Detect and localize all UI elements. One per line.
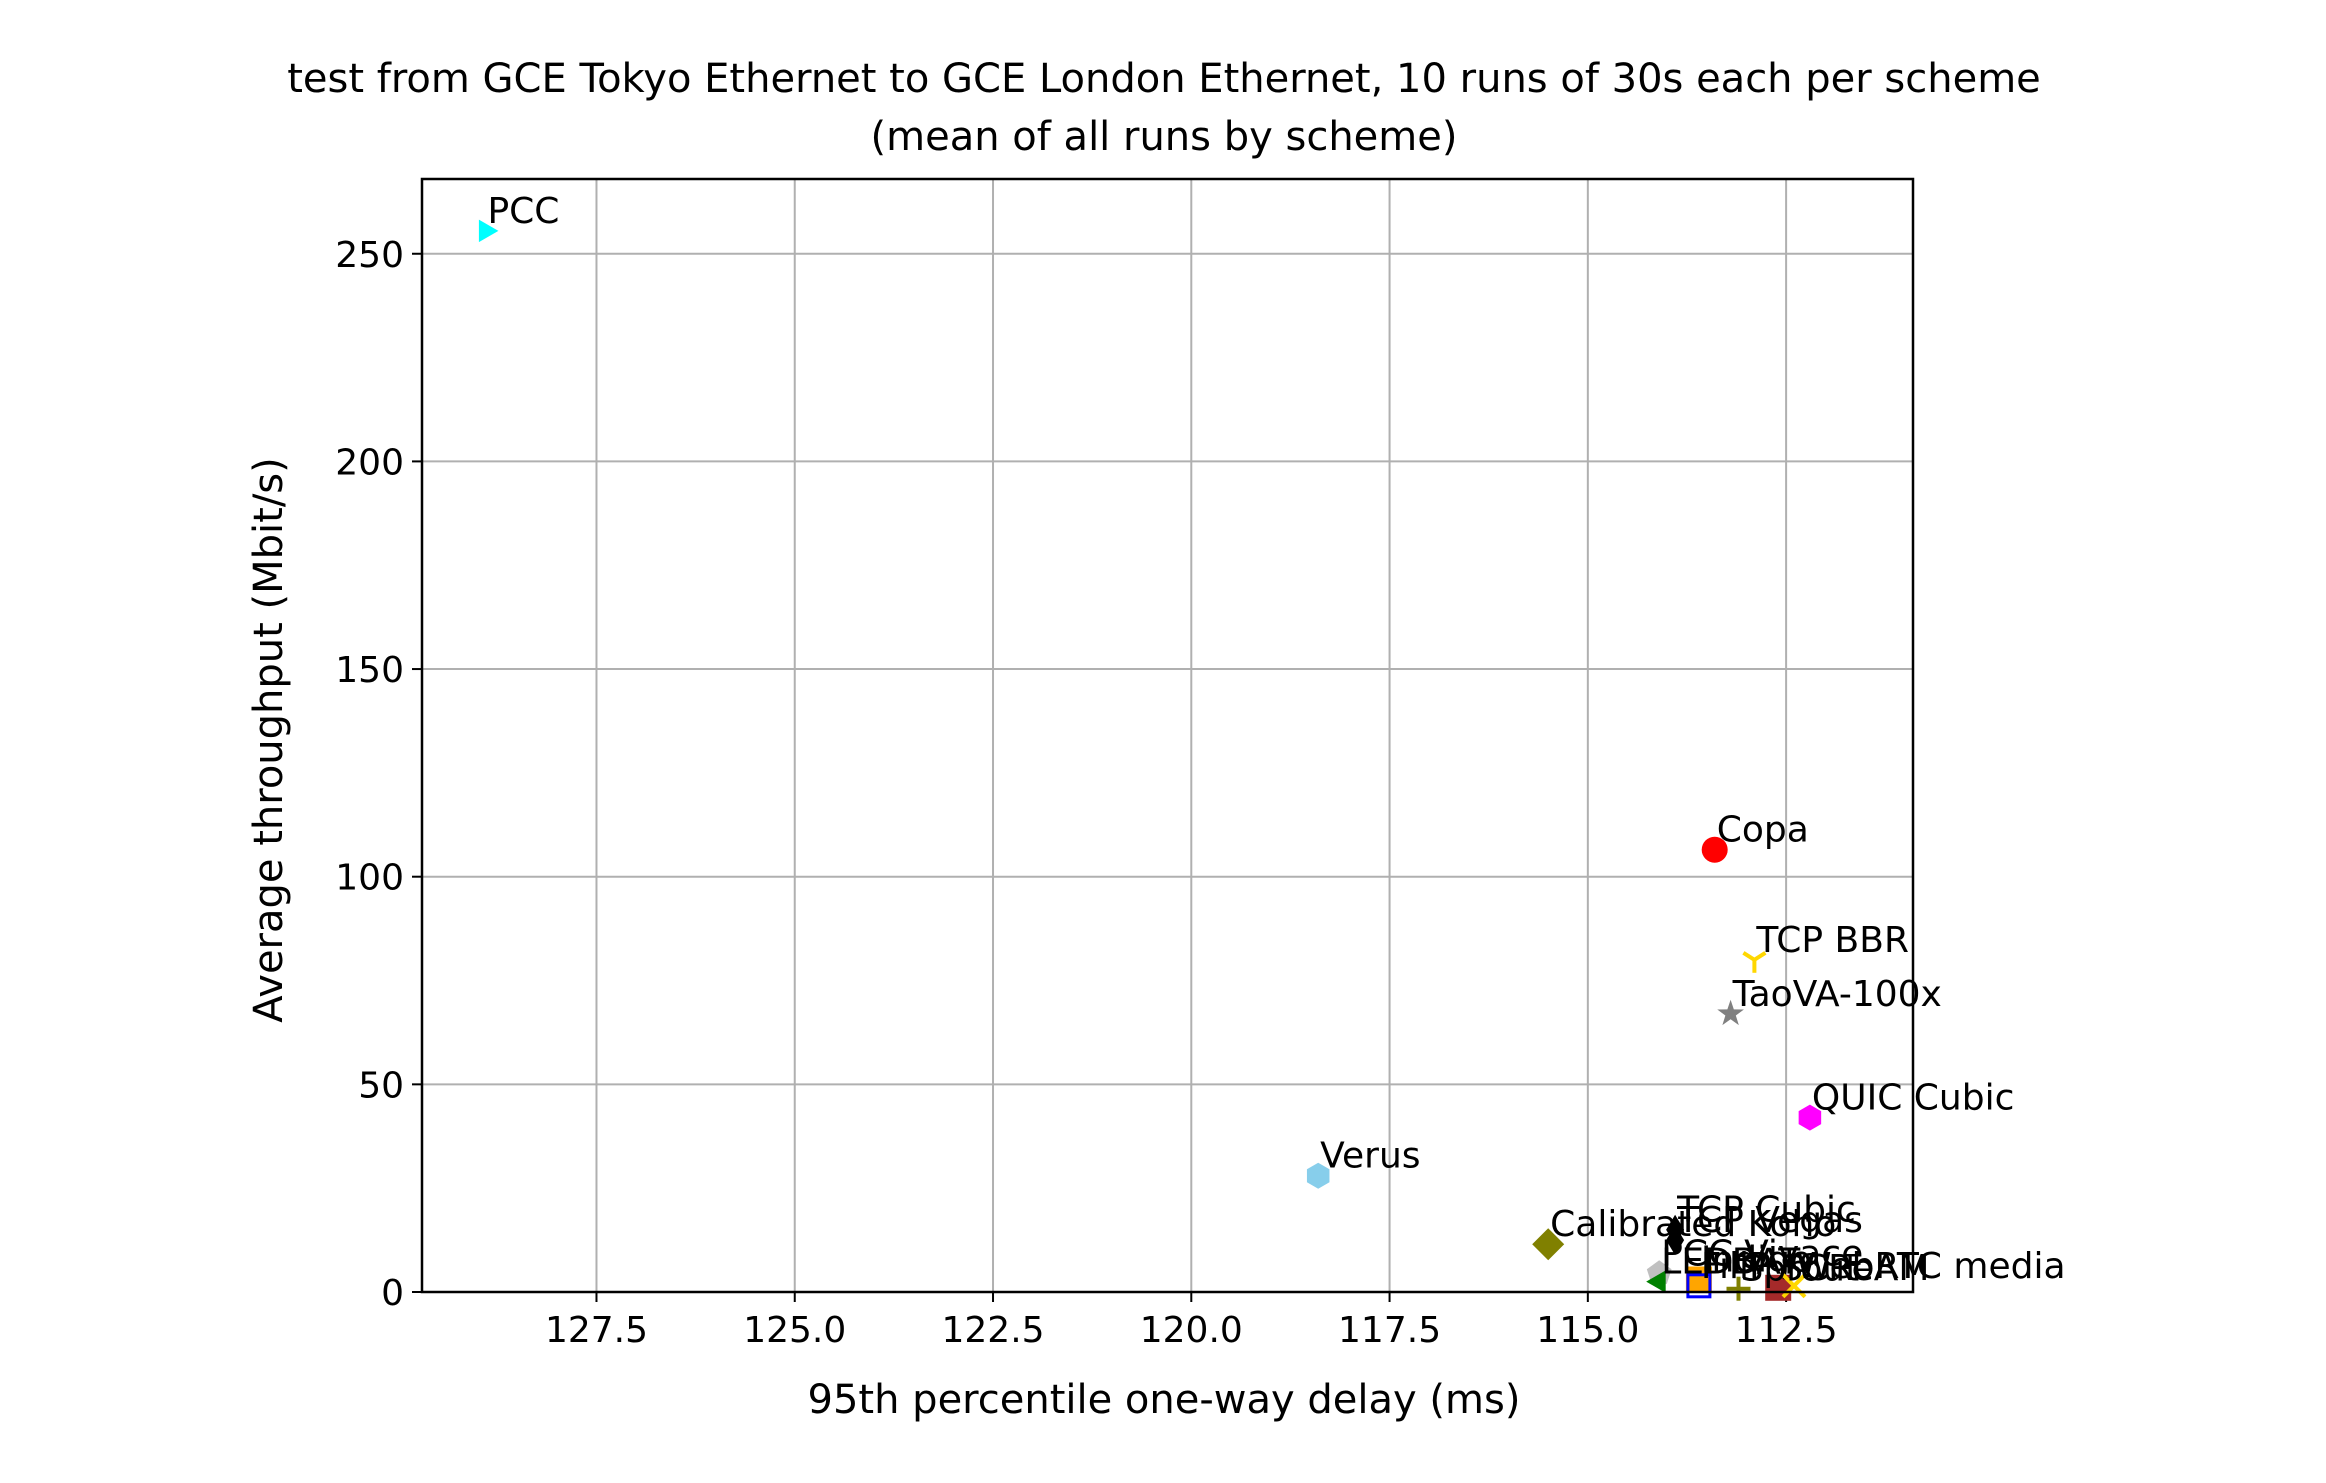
y-tick-label: 50	[358, 1065, 404, 1106]
x-tick-label: 117.5	[1338, 1310, 1441, 1351]
point-tcp-vegas	[1666, 1225, 1685, 1256]
point-tcp-bbr	[1742, 951, 1767, 973]
point-indigo	[1685, 1266, 1712, 1293]
y-tick-label: 250	[335, 235, 404, 276]
x-tick-label: 120.0	[1140, 1310, 1243, 1351]
x-tick-label: 122.5	[941, 1310, 1044, 1351]
x-axis-ticks: 127.5 125.0 122.5 120.0 117.5 115.0 112.5	[545, 1292, 1838, 1351]
point-label-verus: Verus	[1320, 1136, 1420, 1177]
point-sprout	[1726, 1276, 1751, 1301]
point-copa	[1701, 836, 1728, 863]
plot-frame	[420, 177, 1915, 1294]
point-verus	[1306, 1162, 1330, 1189]
y-axis-label: Average throughput (Mbit/s)	[246, 457, 292, 1023]
point-fillp	[1686, 1273, 1712, 1299]
chart-subtitle: (mean of all runs by scheme)	[871, 114, 1458, 160]
point-label-calibrated-koho: Calibrated Koho	[1550, 1204, 1836, 1245]
point-label-tcp-cubic: TCP Cubic	[1676, 1190, 1856, 1231]
y-axis-ticks: 0 50 100 150 200 250	[335, 235, 422, 1314]
point-label-tcp-bbr: TCP BBR	[1755, 920, 1909, 961]
point-label-fillp: FillP	[1701, 1246, 1771, 1287]
y-tick-label: 0	[381, 1273, 404, 1314]
y-tick-label: 200	[335, 442, 404, 483]
x-tick-label: 112.5	[1735, 1310, 1838, 1351]
point-label-copa: Copa	[1717, 810, 1809, 851]
point-label-webrtc-media: WebRTC media	[1796, 1246, 2065, 1287]
point-label-pcc: PCC	[487, 191, 559, 232]
x-axis-label: 95th percentile one-way delay (ms)	[808, 1377, 1521, 1423]
y-tick-label: 150	[335, 650, 404, 691]
point-quic-cubic	[1798, 1104, 1822, 1131]
chart-title: test from GCE Tokyo Ethernet to GCE Lond…	[287, 56, 2041, 102]
point-label-taova-100x: TaoVA-100x	[1732, 974, 1942, 1015]
point-calibrated-koho	[1532, 1228, 1565, 1261]
point-label-sprout: Sprout	[1741, 1249, 1860, 1290]
point-label-indigo: Indigo	[1701, 1240, 1812, 1281]
x-tick-label: 115.0	[1536, 1310, 1639, 1351]
point-ledbat	[1646, 1270, 1666, 1293]
point-taova-100x	[1717, 999, 1744, 1026]
x-tick-label: 125.0	[743, 1310, 846, 1351]
point-pcc	[478, 219, 499, 243]
point-label-tcp-vegas: TCP Vegas	[1676, 1200, 1863, 1241]
x-tick-label: 127.5	[545, 1310, 648, 1351]
y-tick-label: 100	[335, 858, 404, 899]
point-label-scream: SCReAM	[1780, 1248, 1929, 1289]
